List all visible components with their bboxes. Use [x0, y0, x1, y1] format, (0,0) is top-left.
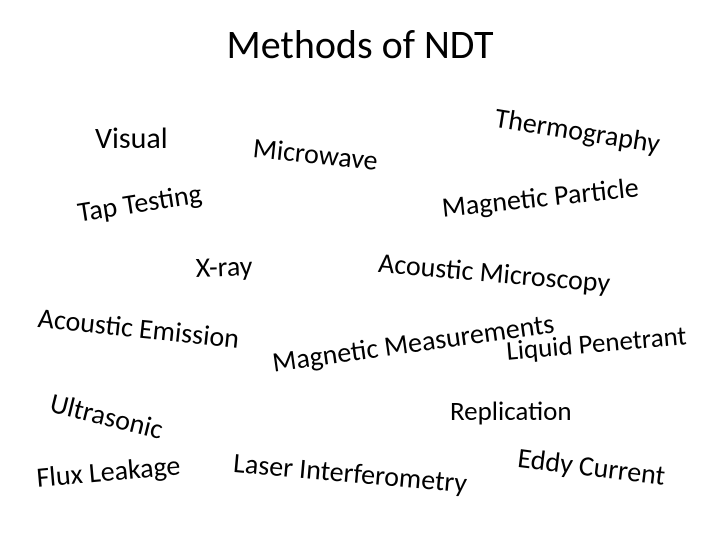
term-xray: X-ray [195, 248, 253, 285]
term-acoustic-microscopy: Acoustic Microscopy [377, 245, 612, 300]
slide: Methods of NDT Visual Microwave Thermogr… [0, 0, 720, 540]
term-magnetic-particle: Magnetic Particle [440, 169, 640, 224]
term-flux-leakage: Flux Leakage [35, 447, 182, 494]
term-laser-interf: Laser Interferometry [232, 445, 469, 500]
term-replication: Replication [450, 395, 572, 428]
term-tap-testing: Tap Testing [75, 175, 204, 229]
slide-title: Methods of NDT [0, 20, 720, 69]
term-thermography: Thermography [493, 100, 663, 161]
term-eddy-current: Eddy Current [516, 440, 667, 493]
term-ultrasonic: Ultrasonic [47, 385, 167, 447]
term-acoustic-emission: Acoustic Emission [36, 300, 241, 356]
term-visual: Visual [95, 120, 168, 157]
term-microwave: Microwave [251, 130, 379, 178]
